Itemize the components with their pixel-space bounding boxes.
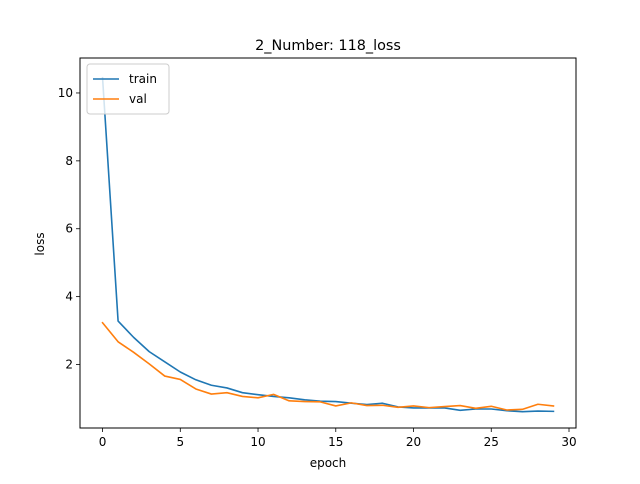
axes-frame xyxy=(79,57,577,429)
x-tick-label: 30 xyxy=(561,435,576,449)
y-tick-label: 10 xyxy=(58,86,73,100)
chart-title: 2_Number: 118_loss xyxy=(255,38,401,54)
y-axis-label: loss xyxy=(33,232,47,255)
legend: train val xyxy=(86,63,170,115)
y-tick-label: 6 xyxy=(65,222,73,236)
x-tick-label: 10 xyxy=(250,435,265,449)
y-tick-label: 4 xyxy=(65,290,73,304)
y-tick-label: 8 xyxy=(65,154,73,168)
legend-label-train: train xyxy=(129,72,157,86)
plot-layer xyxy=(101,76,555,413)
x-axis-label: epoch xyxy=(310,456,347,470)
x-tick-label: 0 xyxy=(99,435,107,449)
x-tick-label: 5 xyxy=(176,435,184,449)
x-tick-label: 25 xyxy=(484,435,499,449)
x-tick-label: 15 xyxy=(328,435,343,449)
legend-label-val: val xyxy=(129,92,147,106)
y-tick-label: 2 xyxy=(65,358,73,372)
series-line-val xyxy=(101,321,555,411)
legend-box xyxy=(86,63,170,115)
series-line-train xyxy=(101,76,555,413)
ticks-layer: 0 5 10 15 20 25 30 2 4 6 8 10 xyxy=(58,86,577,449)
x-tick-label: 20 xyxy=(406,435,421,449)
